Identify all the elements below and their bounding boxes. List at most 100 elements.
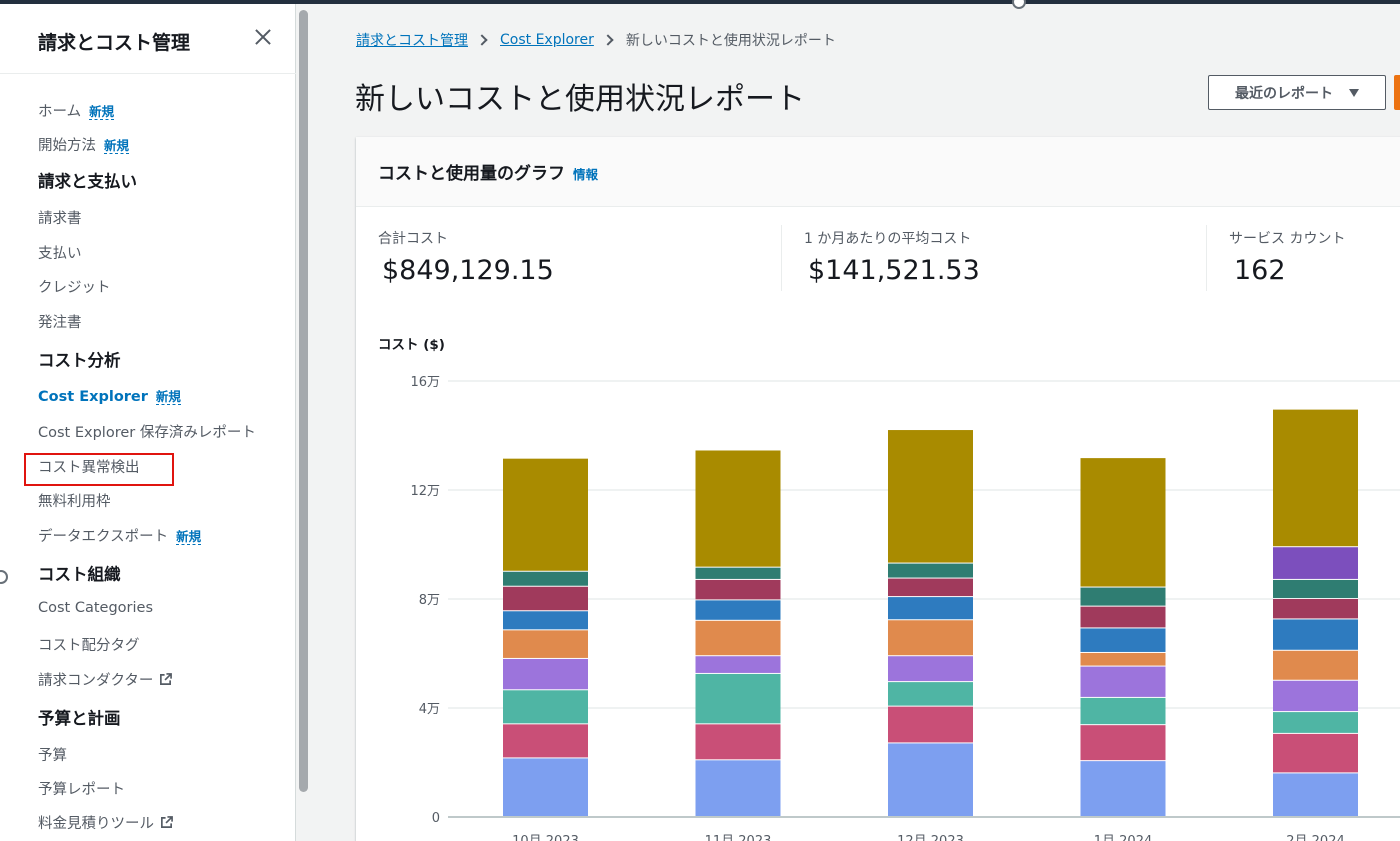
recent-reports-button[interactable]: 最近のレポート	[1208, 75, 1386, 110]
sidebar-section-billing: 請求と支払い	[38, 172, 137, 191]
bar-segment[interactable]	[1080, 666, 1166, 697]
bar-segment[interactable]	[1273, 712, 1358, 733]
sidebar-item-cost-categories[interactable]: Cost Categories	[38, 600, 154, 616]
info-link[interactable]: 情報	[573, 167, 599, 182]
bar-segment[interactable]	[503, 630, 588, 658]
sidebar-item-saved-reports[interactable]: Cost Explorer 保存済みレポート	[38, 425, 256, 441]
close-icon[interactable]	[252, 26, 274, 48]
sidebar-item-cost-explorer[interactable]: Cost Explorer 新規	[38, 386, 181, 405]
bar-segment[interactable]	[1080, 697, 1166, 725]
new-badge: 新規	[155, 389, 181, 405]
y-tick-label: 12万	[410, 484, 440, 499]
bar-segment[interactable]	[503, 611, 588, 630]
breadcrumb-link-cost-explorer[interactable]: Cost Explorer	[500, 32, 594, 48]
page-title: 新しいコストと使用状況レポート	[355, 82, 805, 117]
bar-segment[interactable]	[1273, 579, 1358, 598]
cost-stacked-bar-chart: 0 4万 8万 12万 16万 10月 2023 11月 2023 12月 2023 1月 20…	[410, 375, 1400, 841]
sidebar-item-data-exports[interactable]: データエクスポート 新規	[38, 525, 202, 546]
bar-segment[interactable]	[695, 579, 781, 600]
bar-segment[interactable]	[888, 578, 973, 597]
y-tick-label: 0	[432, 811, 440, 826]
primary-action-button[interactable]	[1394, 75, 1400, 110]
annotation-highlight-box	[24, 453, 174, 486]
bar-segment[interactable]	[503, 458, 588, 571]
bar-segment[interactable]	[888, 620, 973, 656]
bar-segment[interactable]	[1080, 606, 1166, 628]
sidebar-item-cost-anomaly-detection[interactable]: コスト異常検出	[38, 460, 140, 476]
sidebar-item-payments[interactable]: 支払い	[38, 246, 82, 262]
bar-segment[interactable]	[1080, 458, 1166, 587]
new-badge: 新規	[89, 104, 115, 120]
external-link-icon	[160, 673, 173, 685]
bar-segment[interactable]	[888, 563, 973, 578]
external-link-icon	[161, 816, 173, 828]
cost-usage-graph-card: コストと使用量のグラフ 情報 合計コスト $849,129.15 1 か月あたりの…	[356, 137, 1400, 841]
sidebar-section-budgets-planning: 予算と計画	[38, 709, 121, 728]
window-resize-handle[interactable]	[1012, 0, 1026, 9]
bar-segment[interactable]	[503, 586, 588, 611]
sidebar-item-label: 請求コンダクター	[38, 673, 154, 689]
card-title-text: コストと使用量のグラフ	[378, 164, 565, 184]
bar-segment[interactable]	[1080, 761, 1166, 816]
sidebar-item-free-tier[interactable]: 無料利用枠	[38, 494, 111, 510]
bar-segment[interactable]	[888, 597, 973, 620]
sidebar-item-label: 料金見積りツール	[38, 816, 154, 832]
x-tick-label: 2月 2024	[1286, 834, 1345, 841]
bar-segment[interactable]	[695, 656, 781, 673]
sidebar-item-getting-started[interactable]: 開始方法 新規	[38, 134, 130, 155]
bar-segment[interactable]	[1273, 409, 1358, 547]
bar-segment[interactable]	[695, 673, 781, 724]
bar-segment[interactable]	[1080, 725, 1166, 761]
sidebar-item-pricing-calculator[interactable]: 料金見積りツール	[38, 812, 173, 833]
bar-segment[interactable]	[1273, 733, 1358, 773]
bar-segment[interactable]	[1273, 619, 1358, 650]
bar-segment[interactable]	[888, 743, 973, 816]
bar-segment[interactable]	[1080, 587, 1166, 606]
bar-segment[interactable]	[1080, 652, 1166, 666]
sidebar-scrollbar[interactable]	[299, 4, 308, 841]
y-tick-label: 8万	[419, 593, 440, 608]
sidebar-item-credits[interactable]: クレジット	[38, 280, 111, 296]
sidebar-item-budgets[interactable]: 予算	[38, 748, 67, 764]
bar-segment[interactable]	[1080, 628, 1166, 652]
bar-segment[interactable]	[695, 450, 781, 567]
sidebar-item-cost-allocation-tags[interactable]: コスト配分タグ	[38, 638, 140, 654]
sidebar: 請求とコスト管理 ホーム 新規 開始方法 新規 請求と支払い 請求書 支払い クレジ…	[0, 4, 296, 841]
bar-segment[interactable]	[695, 760, 781, 816]
bar-segment[interactable]	[695, 600, 781, 620]
new-badge: 新規	[104, 138, 130, 154]
bar-segment[interactable]	[503, 571, 588, 586]
panel-resize-handle[interactable]	[0, 570, 8, 584]
bar-segment[interactable]	[888, 656, 973, 682]
bar-segment[interactable]	[503, 658, 588, 690]
bar-segment[interactable]	[695, 620, 781, 656]
breadcrumb-link-billing[interactable]: 請求とコスト管理	[356, 33, 468, 49]
bar-segment[interactable]	[888, 706, 973, 743]
sidebar-item-budget-reports[interactable]: 予算レポート	[38, 782, 125, 798]
sidebar-item-home[interactable]: ホーム 新規	[38, 100, 115, 121]
bar-segment[interactable]	[503, 690, 588, 724]
sidebar-title: 請求とコスト管理	[38, 32, 191, 54]
sidebar-item-billing-conductor[interactable]: 請求コンダクター	[38, 669, 173, 690]
bar-segment[interactable]	[503, 758, 588, 816]
bar-segment[interactable]	[1273, 773, 1358, 816]
sidebar-item-purchase-orders[interactable]: 発注書	[38, 315, 82, 331]
new-badge: 新規	[176, 529, 202, 545]
x-tick-label: 12月 2023	[897, 834, 964, 841]
y-tick-label: 4万	[419, 702, 440, 717]
sidebar-item-bills[interactable]: 請求書	[38, 211, 82, 227]
bar-segment[interactable]	[695, 724, 781, 760]
bar-segment[interactable]	[695, 567, 781, 579]
bar-segment[interactable]	[1273, 650, 1358, 680]
sidebar-header: 請求とコスト管理	[0, 4, 296, 74]
bar-segment[interactable]	[888, 430, 973, 563]
bar-segment[interactable]	[888, 682, 973, 706]
bar-segment[interactable]	[1273, 547, 1358, 579]
bar-segment[interactable]	[1273, 599, 1358, 619]
scrollbar-thumb[interactable]	[299, 10, 308, 792]
metric-label-total-cost: 合計コスト	[378, 231, 448, 247]
caret-down-icon	[1349, 88, 1359, 97]
bar-segment[interactable]	[503, 724, 588, 758]
bar-segment[interactable]	[1273, 680, 1358, 712]
card-header: コストと使用量のグラフ 情報	[356, 137, 1400, 207]
